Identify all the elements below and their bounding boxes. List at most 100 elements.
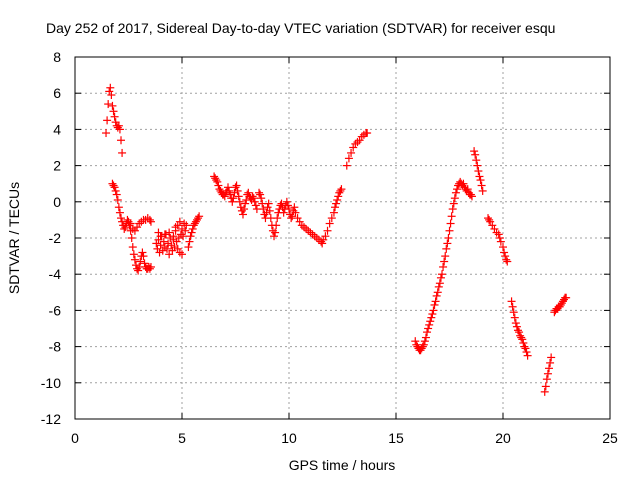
data-point bbox=[466, 190, 475, 199]
data-point bbox=[347, 148, 356, 157]
data-point bbox=[499, 243, 507, 252]
data-point bbox=[355, 136, 364, 145]
data-point bbox=[331, 203, 340, 212]
data-point bbox=[421, 333, 430, 342]
data-point bbox=[496, 237, 505, 246]
data-point bbox=[152, 239, 161, 248]
data-point bbox=[485, 215, 494, 224]
data-point bbox=[431, 297, 440, 306]
data-point bbox=[335, 188, 344, 197]
plot-frame bbox=[74, 56, 611, 420]
data-point bbox=[351, 139, 360, 148]
data-point bbox=[477, 181, 486, 190]
data-point bbox=[290, 203, 299, 212]
data-point bbox=[302, 224, 311, 233]
data-point bbox=[467, 192, 476, 201]
y-tick-label: 8 bbox=[53, 49, 61, 65]
data-point bbox=[231, 183, 240, 192]
data-point bbox=[436, 273, 445, 282]
data-point bbox=[194, 214, 203, 223]
data-point bbox=[175, 217, 184, 226]
data-point bbox=[426, 317, 435, 326]
data-point bbox=[523, 351, 532, 360]
data-point bbox=[235, 197, 244, 206]
data-point bbox=[109, 107, 118, 116]
data-point bbox=[273, 214, 282, 223]
data-point bbox=[319, 235, 328, 244]
data-point bbox=[279, 208, 288, 217]
data-point bbox=[180, 219, 189, 228]
data-point bbox=[418, 342, 427, 351]
data-point bbox=[334, 192, 343, 201]
data-point bbox=[545, 364, 554, 373]
data-point bbox=[237, 206, 246, 215]
grid bbox=[75, 57, 610, 419]
x-tick-label: 0 bbox=[71, 430, 79, 446]
data-point bbox=[251, 201, 260, 210]
data-point bbox=[291, 208, 300, 217]
data-point bbox=[332, 199, 341, 208]
data-point bbox=[113, 195, 122, 204]
data-point bbox=[249, 194, 258, 203]
y-tick-label: 2 bbox=[53, 158, 61, 174]
data-point bbox=[478, 186, 487, 195]
data-point bbox=[472, 156, 481, 165]
data-point bbox=[508, 302, 517, 311]
data-point bbox=[181, 226, 190, 235]
data-point bbox=[325, 219, 334, 228]
data-point bbox=[507, 297, 516, 306]
data-point bbox=[434, 282, 443, 291]
data-point bbox=[450, 194, 459, 203]
data-point bbox=[163, 244, 172, 253]
data-point bbox=[502, 255, 511, 264]
data-point bbox=[542, 375, 551, 384]
data-point bbox=[446, 219, 455, 228]
data-point bbox=[500, 248, 509, 257]
data-point bbox=[105, 87, 114, 96]
data-points bbox=[102, 83, 571, 396]
data-point bbox=[146, 217, 155, 226]
data-point bbox=[470, 147, 479, 156]
data-point bbox=[171, 223, 180, 232]
data-point bbox=[117, 214, 126, 223]
data-point bbox=[103, 116, 112, 125]
data-point bbox=[271, 228, 280, 237]
data-point bbox=[133, 223, 142, 232]
y-tick-label: -10 bbox=[41, 375, 61, 391]
data-point bbox=[423, 328, 432, 337]
data-point bbox=[165, 228, 174, 237]
x-tick-label: 20 bbox=[495, 430, 511, 446]
data-point bbox=[186, 232, 195, 241]
data-point bbox=[438, 270, 447, 279]
data-point bbox=[248, 192, 257, 201]
data-point bbox=[441, 252, 450, 261]
data-point bbox=[113, 123, 122, 132]
data-point bbox=[363, 129, 372, 138]
data-point bbox=[260, 210, 269, 219]
data-point bbox=[104, 100, 113, 109]
data-point bbox=[333, 195, 342, 204]
y-tick-label: 4 bbox=[53, 121, 61, 137]
data-point bbox=[133, 264, 142, 273]
data-point bbox=[139, 252, 148, 261]
data-point bbox=[513, 326, 522, 335]
data-point bbox=[136, 257, 145, 266]
data-point bbox=[512, 322, 521, 331]
data-point bbox=[102, 129, 111, 138]
data-point bbox=[225, 186, 234, 195]
data-point bbox=[185, 237, 194, 246]
data-point bbox=[430, 300, 439, 309]
data-point bbox=[318, 239, 327, 248]
data-point bbox=[321, 232, 330, 241]
data-point bbox=[224, 183, 233, 192]
data-point bbox=[541, 382, 550, 391]
data-point bbox=[128, 243, 137, 252]
x-axis-label: GPS time / hours bbox=[289, 457, 396, 473]
data-point bbox=[156, 232, 165, 241]
data-point bbox=[117, 136, 126, 145]
data-point bbox=[547, 353, 556, 362]
x-tick-label: 25 bbox=[602, 430, 618, 446]
data-point bbox=[419, 340, 428, 349]
data-point bbox=[425, 320, 434, 329]
